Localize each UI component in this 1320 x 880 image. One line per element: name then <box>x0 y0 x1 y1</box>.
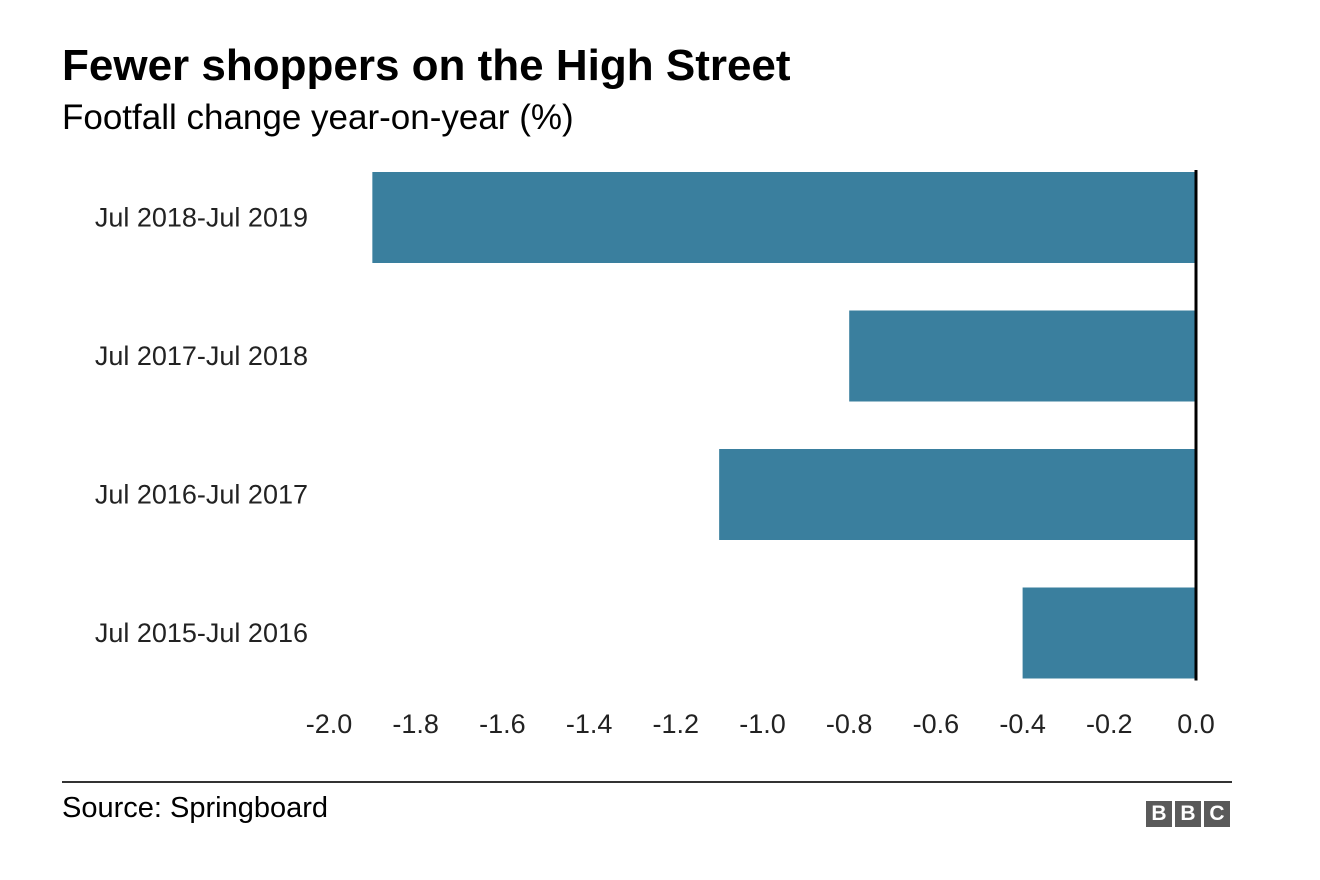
chart-subtitle: Footfall change year-on-year (%) <box>62 98 574 137</box>
x-tick-label: -0.2 <box>1086 709 1133 739</box>
bar-0 <box>372 172 1197 263</box>
x-tick-label: -2.0 <box>306 709 353 739</box>
footer-divider <box>62 781 1232 783</box>
bar-3 <box>1022 587 1196 679</box>
chart-title: Fewer shoppers on the High Street <box>62 41 791 90</box>
bbc-logo-letter: B <box>1146 801 1172 827</box>
x-tick-label: -1.0 <box>739 709 786 739</box>
bar-1 <box>849 310 1196 402</box>
category-label: Jul 2018-Jul 2019 <box>95 203 308 233</box>
x-tick-label: -1.6 <box>479 709 526 739</box>
x-tick-label: -0.8 <box>826 709 873 739</box>
bbc-logo-letter: B <box>1175 801 1201 827</box>
bars-layer <box>372 172 1197 679</box>
x-tick-label: -1.4 <box>566 709 613 739</box>
x-tick-label: -0.6 <box>913 709 960 739</box>
source-credit: Source: Springboard <box>62 792 328 824</box>
x-axis-ticks-layer: -2.0 -1.8 -1.6 -1.4 -1.2 -1.0 -0.8 -0.6 -0.4 -0.2… <box>306 709 1215 739</box>
bar-2 <box>719 449 1196 540</box>
x-tick-label: -1.2 <box>653 709 700 739</box>
category-label: Jul 2016-Jul 2017 <box>95 480 308 510</box>
x-tick-label: -1.8 <box>392 709 439 739</box>
category-label: Jul 2015-Jul 2016 <box>95 618 308 648</box>
bbc-logo-letter: C <box>1204 801 1230 827</box>
x-tick-label: -0.4 <box>999 709 1046 739</box>
bbc-logo: B B C <box>1146 801 1230 827</box>
category-label: Jul 2017-Jul 2018 <box>95 341 308 371</box>
x-tick-label: 0.0 <box>1177 709 1215 739</box>
category-labels-layer: Jul 2018-Jul 2019 Jul 2017-Jul 2018 Jul 20… <box>95 203 308 649</box>
